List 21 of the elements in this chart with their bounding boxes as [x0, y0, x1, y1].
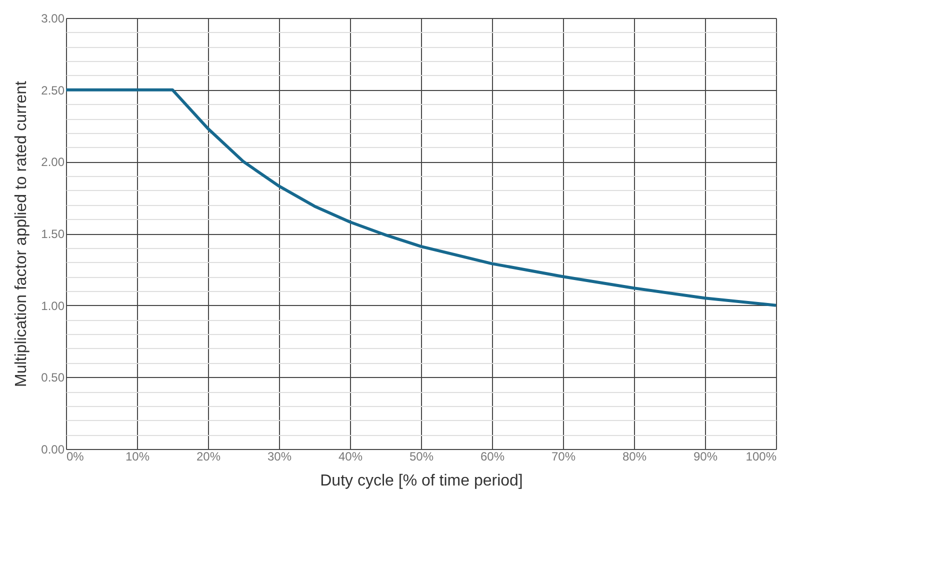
x-tick-label: 100% — [746, 450, 777, 464]
x-tick-label: 40% — [338, 450, 363, 464]
x-tick-label: 20% — [196, 450, 221, 464]
y-tick-label: 0.00 — [41, 442, 65, 456]
y-tick-label: 2.50 — [41, 83, 65, 98]
y-tick-label: 0.50 — [41, 370, 65, 385]
x-axis-title: Duty cycle [% of time period] — [320, 472, 523, 490]
x-tick-label: 90% — [693, 450, 718, 464]
x-tick-label: 80% — [622, 450, 647, 464]
y-tick-label: 1.00 — [41, 298, 65, 313]
y-tick-label: 2.00 — [41, 155, 65, 170]
line-series — [64, 88, 778, 307]
x-tick-label: 10% — [125, 450, 150, 464]
y-axis-title: Multiplication factor applied to rated current — [13, 80, 30, 387]
y-tick-label: 3.00 — [41, 12, 65, 26]
x-tick-label: 70% — [551, 450, 576, 464]
x-tick-label: 50% — [409, 450, 434, 464]
x-tick-label: 30% — [267, 450, 292, 464]
y-tick-label: 1.50 — [41, 227, 65, 241]
x-tick-label: 0% — [66, 450, 84, 464]
x-tick-label: 60% — [480, 450, 505, 464]
